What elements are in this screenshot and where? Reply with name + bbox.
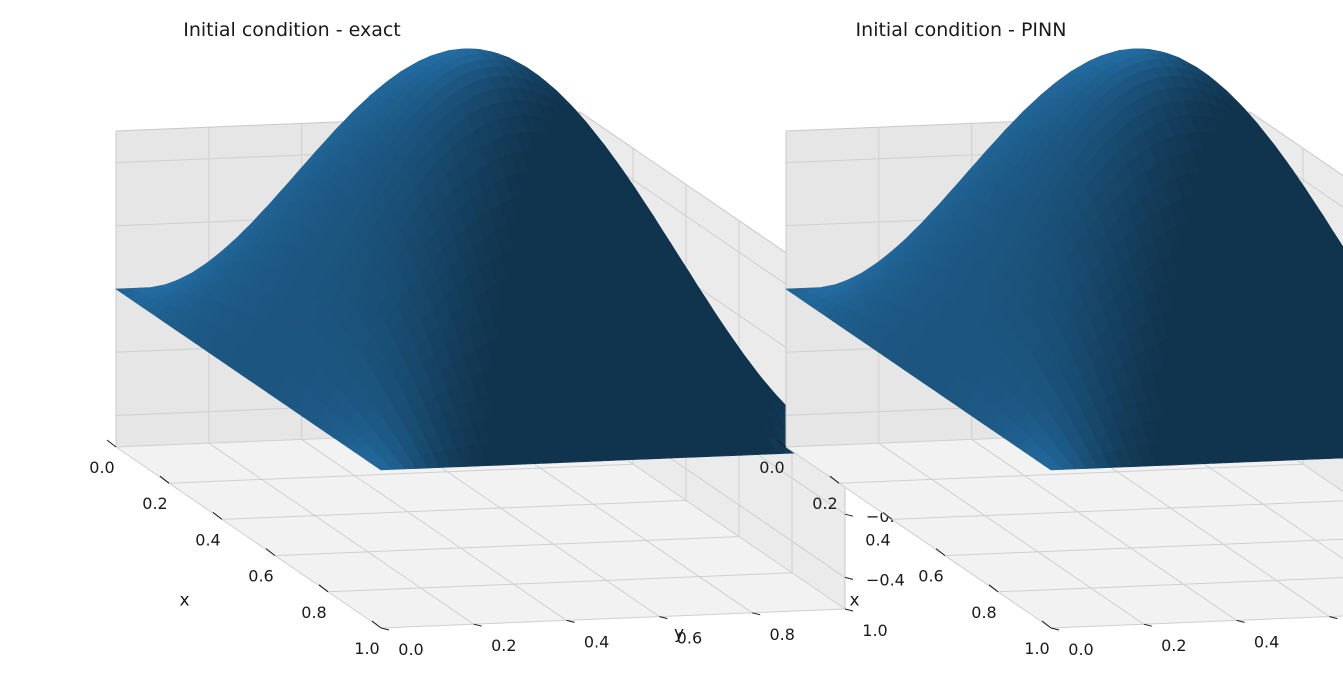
- x-tick: [318, 584, 329, 593]
- x-tick-label: 0.8: [301, 603, 326, 622]
- surface: [115, 48, 846, 471]
- x-tick: [935, 548, 946, 556]
- subplot-exact: Initial condition - exact 0.00.20.40.60.…: [89, 19, 905, 659]
- surface: [785, 48, 1343, 471]
- x-axis-label: x: [849, 591, 859, 611]
- y-tick-label: 0.6: [677, 629, 702, 648]
- x-tick: [159, 475, 170, 484]
- x-tick-label: 0.6: [918, 567, 943, 586]
- y-tick-label: 0.4: [584, 632, 609, 651]
- y-tick-label: 1.0: [862, 621, 887, 640]
- y-tick: [380, 627, 390, 631]
- grid-line: [1050, 615, 1343, 629]
- x-tick-label: 1.0: [354, 639, 379, 658]
- y-tick: [752, 612, 761, 616]
- grid-line: [168, 463, 634, 484]
- y-tick: [659, 616, 668, 620]
- y-tick-label: 0.2: [1161, 636, 1186, 655]
- y-tick: [844, 608, 854, 612]
- y-axis: 0.00.20.40.60.81.0y: [1050, 616, 1338, 659]
- y-tick: [473, 623, 482, 627]
- chart-title: Initial condition - exact: [183, 19, 401, 41]
- grid-line: [380, 608, 846, 629]
- grid-line: [115, 446, 382, 629]
- surface-facet: [1043, 462, 1064, 471]
- chart-title: Initial condition - PINN: [856, 19, 1067, 41]
- grid-line: [838, 463, 1304, 484]
- x-tick: [212, 512, 223, 520]
- x-tick-label: 0.2: [812, 494, 837, 513]
- y-tick: [1143, 623, 1152, 627]
- y-tick: [1329, 616, 1338, 620]
- grid-line: [301, 438, 567, 621]
- y-tick: [1050, 627, 1060, 631]
- x-tick-label: 0.2: [142, 494, 167, 513]
- x-tick: [988, 584, 999, 593]
- x-tick-label: 0.4: [865, 530, 890, 549]
- x-tick: [106, 439, 117, 448]
- x-axis-label: x: [179, 591, 189, 611]
- grid-line: [878, 442, 1145, 625]
- grid-line: [997, 577, 1343, 593]
- x-axis: 0.0 0.2 0.4 0.6 0.8 1.0 x: [89, 439, 382, 658]
- x-tick-label: 0.6: [248, 567, 273, 586]
- y-tick-label: 0.0: [1068, 640, 1093, 659]
- x-tick-label: 0.4: [195, 530, 220, 549]
- grid-line: [785, 446, 1052, 629]
- x-tick: [882, 512, 893, 520]
- y-tick-label: 0.2: [491, 636, 516, 655]
- x-tick-label: 0.0: [759, 458, 784, 477]
- grid-line: [274, 536, 740, 557]
- floor-pane: [786, 428, 1343, 628]
- y-tick-label: 0.8: [769, 625, 794, 644]
- pane-edge: [1249, 111, 1343, 177]
- grid-line: [971, 438, 1237, 621]
- x-tick-label: 1.0: [1024, 639, 1049, 658]
- y-axis: 0.0 0.2 0.4 0.6 0.8 1.0 y: [380, 608, 888, 659]
- x-tick: [371, 620, 382, 629]
- z-tick: [844, 576, 854, 580]
- y-tick-label: 0.0: [398, 640, 423, 659]
- grid-line: [944, 538, 1343, 557]
- grid-line: [208, 442, 475, 625]
- grid-line: [327, 572, 793, 593]
- grid-line: [221, 499, 687, 520]
- z-tick: [844, 513, 854, 517]
- x-tick: [776, 439, 787, 448]
- x-tick: [265, 548, 276, 556]
- grid-line: [891, 500, 1343, 520]
- y-axis-label: y: [674, 624, 684, 644]
- x-tick-label: 0.8: [971, 603, 996, 622]
- x-axis: 0.00.20.40.60.81.0x: [759, 439, 1052, 658]
- y-tick-label: 0.4: [1254, 632, 1279, 651]
- y-tick: [566, 619, 575, 623]
- subplot-pinn: Initial condition - PINN 0.0 0.2 0.4 0.6 0.8…: [759, 19, 1343, 659]
- x-tick: [1041, 620, 1052, 629]
- surface-facet: [373, 462, 394, 471]
- x-tick-label: 0.0: [89, 458, 114, 477]
- y-tick: [1236, 619, 1245, 623]
- x-tick: [829, 475, 840, 484]
- z-tick-label: −0.4: [866, 570, 905, 589]
